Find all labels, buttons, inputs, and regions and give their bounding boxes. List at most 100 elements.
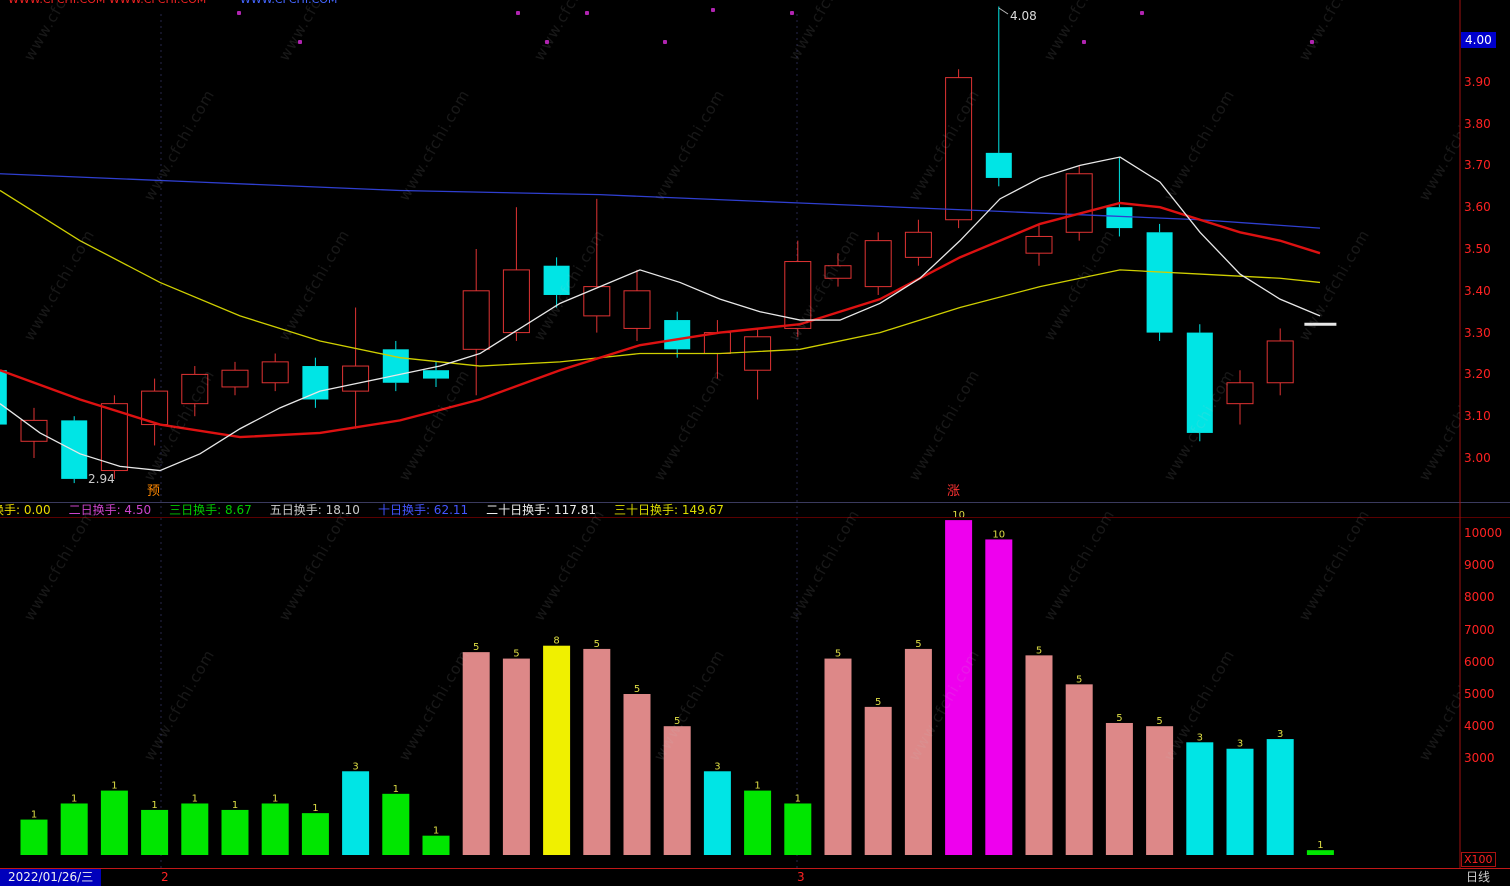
- volume-bar[interactable]: 1: [100, 781, 128, 855]
- volume-axis-label: 5000: [1464, 687, 1495, 701]
- candlestick[interactable]: [1266, 328, 1294, 396]
- volume-bar-label: 3: [352, 761, 358, 772]
- volume-bar[interactable]: 5: [502, 649, 530, 855]
- volume-bar-label: 5: [674, 716, 680, 727]
- volume-bar-label: 5: [513, 649, 519, 660]
- volume-bar[interactable]: 1: [784, 793, 812, 855]
- candlestick[interactable]: [423, 361, 449, 387]
- volume-bar[interactable]: 8: [543, 636, 571, 855]
- volume-bar-label: 1: [151, 800, 157, 811]
- candlestick[interactable]: [462, 249, 490, 396]
- volume-axis-label: 8000: [1464, 590, 1495, 605]
- candlestick[interactable]: [945, 69, 973, 229]
- candlestick[interactable]: [502, 207, 530, 341]
- volume-bar[interactable]: 5: [583, 639, 611, 855]
- volume-bar[interactable]: 5: [1065, 674, 1093, 855]
- volume-axis-label: 3000: [1464, 751, 1495, 766]
- candlestick[interactable]: [1106, 157, 1133, 237]
- date-chip: 2022/01/26/三: [0, 869, 102, 886]
- candlestick[interactable]: [744, 328, 772, 400]
- volume-bar-label: 5: [1036, 645, 1042, 656]
- candlestick[interactable]: [221, 361, 249, 396]
- ma-line-yellow: [0, 189, 1321, 367]
- volume-bar-label: 5: [835, 649, 841, 660]
- candlestick[interactable]: [864, 232, 892, 295]
- volume-bar-label: 1: [31, 810, 37, 821]
- volume-bar[interactable]: 5: [462, 642, 490, 855]
- volume-bar[interactable]: 1: [261, 793, 289, 855]
- candlestick[interactable]: [664, 311, 691, 358]
- price-axis-label: 4.00: [1461, 32, 1496, 48]
- volume-bar[interactable]: 5: [904, 639, 932, 855]
- candlestick[interactable]: [261, 353, 289, 392]
- volume-bar[interactable]: 5: [1025, 645, 1053, 855]
- volume-bar-label: 3: [714, 761, 720, 772]
- volume-bar[interactable]: 1: [301, 803, 329, 855]
- ma-line-blue: [0, 173, 1321, 229]
- volume-bar[interactable]: 5: [1105, 713, 1133, 855]
- volume-bar[interactable]: 5: [663, 716, 691, 855]
- candlestick[interactable]: [61, 416, 88, 484]
- volume-bar[interactable]: 1: [60, 793, 88, 855]
- candlestick[interactable]: [1025, 223, 1053, 266]
- volume-bar-label: 1: [111, 781, 117, 792]
- volume-bar[interactable]: 10: [985, 529, 1013, 855]
- candlestick[interactable]: [1146, 223, 1173, 341]
- price-axis-label: 3.30: [1464, 325, 1491, 340]
- clipped-header-blue: WWW.CFCHI.COM: [240, 0, 337, 6]
- candlestick[interactable]: [181, 366, 209, 417]
- candlestick[interactable]: [100, 395, 128, 479]
- candlestick[interactable]: [0, 362, 7, 433]
- volume-bar[interactable]: 10: [945, 510, 973, 855]
- candlestick[interactable]: [1065, 165, 1093, 241]
- volume-bar[interactable]: 3: [342, 761, 370, 855]
- candlestick[interactable]: [20, 407, 48, 458]
- candlestick[interactable]: [985, 6, 1012, 187]
- candlestick[interactable]: [543, 257, 570, 308]
- volume-bar[interactable]: 1: [1306, 840, 1334, 855]
- indicator-readout: 三十日换手: 149.67: [614, 503, 724, 517]
- candlestick[interactable]: [342, 307, 370, 429]
- candlestick[interactable]: [623, 269, 651, 341]
- volume-bar[interactable]: 1: [221, 800, 249, 855]
- volume-axis-label: 9000: [1464, 558, 1495, 573]
- price-axis-label: 3.50: [1464, 242, 1491, 256]
- candlestick[interactable]: [1186, 324, 1213, 442]
- volume-bar-label: 5: [1076, 674, 1082, 685]
- volume-bar[interactable]: 1: [141, 800, 169, 855]
- volume-bar-label: 1: [1317, 840, 1323, 851]
- volume-bar[interactable]: 1: [382, 784, 410, 855]
- candlestick[interactable]: [1226, 370, 1254, 425]
- volume-bar[interactable]: 1: [744, 781, 772, 855]
- volume-bar[interactable]: 3: [1226, 739, 1254, 855]
- volume-axis-label: 6000: [1464, 654, 1495, 669]
- price-axis-label: 3.80: [1464, 116, 1491, 131]
- volume-bar[interactable]: 3: [1186, 732, 1214, 855]
- period-selector[interactable]: 日线: [1466, 870, 1491, 884]
- clipped-header-red: WWW.CFCHI.COM WWW.CFCHI.COM: [8, 0, 206, 6]
- candlestick[interactable]: [824, 253, 852, 287]
- volume-bar-label: 1: [312, 803, 318, 814]
- volume-bar[interactable]: 1: [20, 810, 48, 855]
- volume-bar-label: 5: [594, 639, 600, 650]
- candlestick[interactable]: [141, 378, 169, 446]
- volume-bar[interactable]: 3: [703, 761, 731, 855]
- annotation-leader: [998, 7, 1009, 15]
- volume-bar[interactable]: 5: [824, 649, 852, 855]
- volume-bar[interactable]: 1: [422, 826, 450, 855]
- volume-bar-label: 5: [634, 684, 640, 695]
- candlestick[interactable]: [302, 357, 329, 408]
- volume-bar[interactable]: 5: [623, 684, 651, 855]
- volume-bar-label: 5: [1156, 716, 1162, 727]
- volume-bar-label: 1: [71, 793, 77, 804]
- volume-bar[interactable]: 3: [1266, 729, 1294, 855]
- candlestick[interactable]: [904, 219, 932, 266]
- indicator-readout: 二日换手: 4.50: [68, 503, 152, 517]
- volume-bar[interactable]: 5: [864, 697, 892, 855]
- volume-bar[interactable]: 5: [1146, 716, 1174, 855]
- volume-unit-label: X100: [1461, 852, 1496, 867]
- volume-bar-label: 1: [754, 781, 760, 792]
- volume-bar[interactable]: 1: [181, 793, 209, 855]
